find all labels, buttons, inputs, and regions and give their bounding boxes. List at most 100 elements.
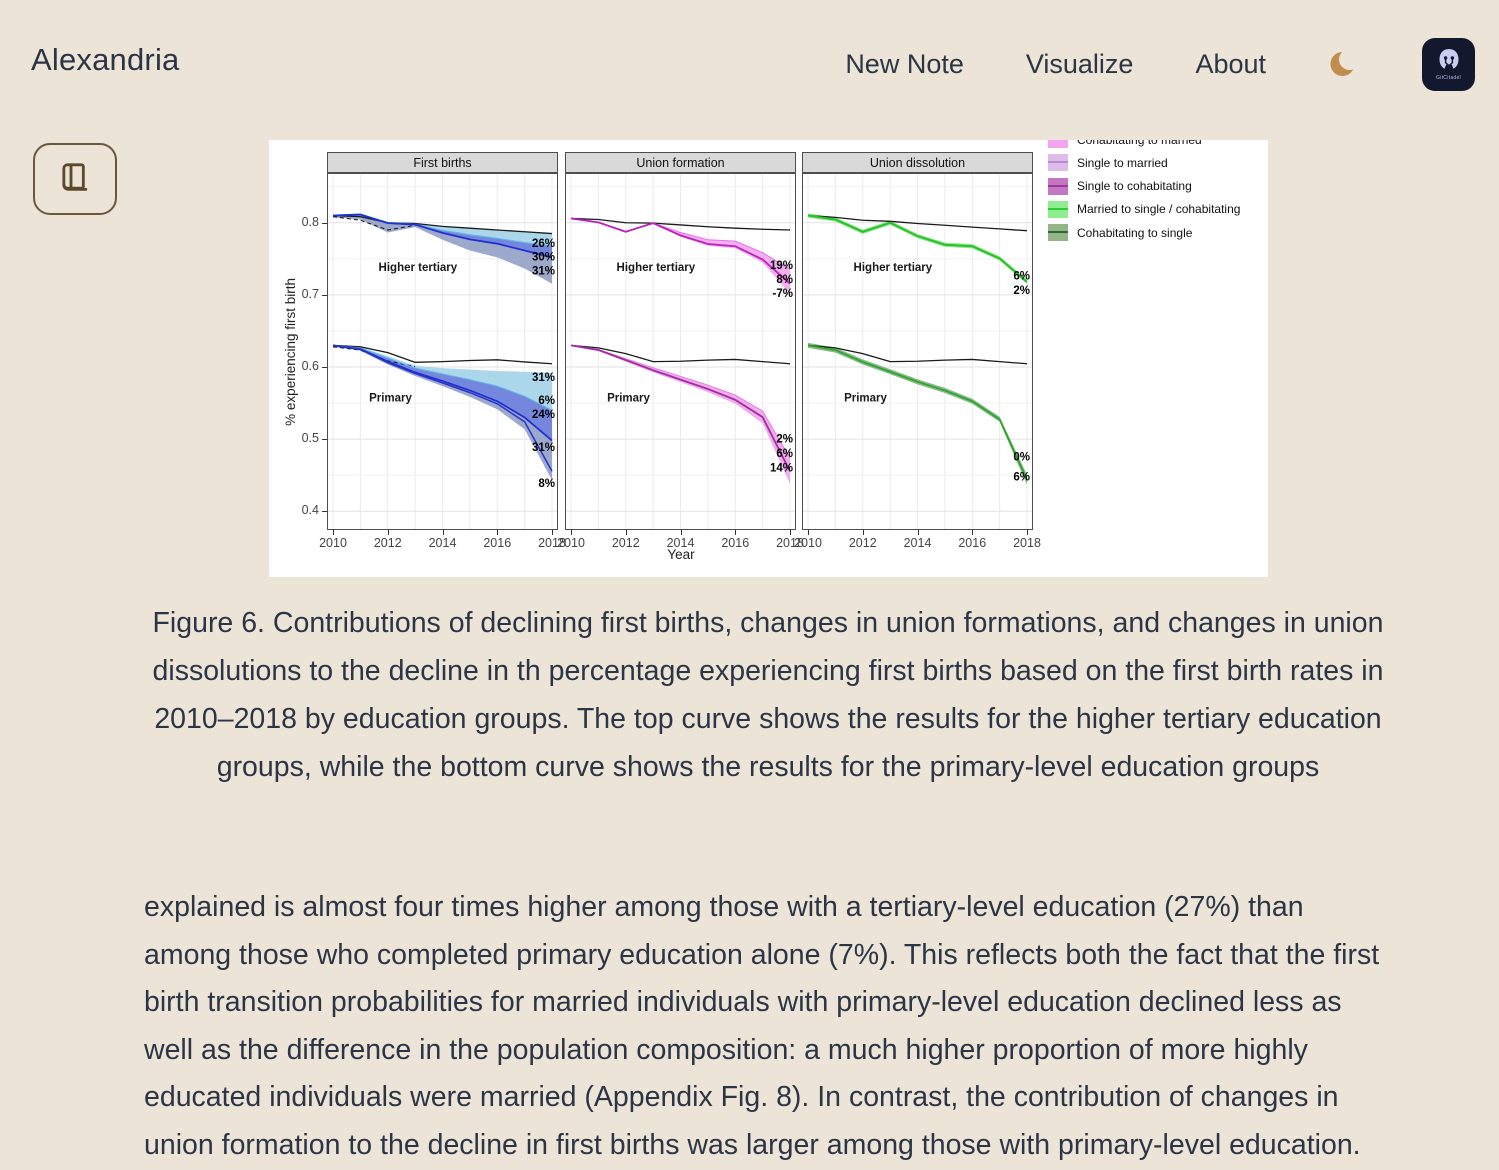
x-tick-mark xyxy=(497,530,499,535)
svg-text:19%: 19% xyxy=(770,260,793,272)
svg-text:31%: 31% xyxy=(532,266,555,278)
svg-text:Higher tertiary: Higher tertiary xyxy=(617,262,696,274)
reader-mode-button[interactable] xyxy=(33,143,117,215)
x-tick-label: 2014 xyxy=(666,536,695,550)
legend-label: Single to married xyxy=(1077,155,1168,170)
x-tick-label: 2018 xyxy=(538,536,566,550)
svg-text:6%: 6% xyxy=(1013,270,1030,282)
legend-item: Cohabitating to single xyxy=(1048,224,1193,242)
article-paragraph: explained is almost four times higher am… xyxy=(144,891,1380,1161)
panel-plot: 19% 8% -7% Higher tertiary 2% 6% 14% Primary xyxy=(565,173,796,530)
x-tick-mark xyxy=(571,530,572,535)
nav-about[interactable]: About xyxy=(1195,48,1266,79)
x-tick-mark xyxy=(552,530,553,535)
x-tick-label: 2014 xyxy=(428,536,457,550)
x-tick-mark xyxy=(972,530,974,535)
svg-text:Primary: Primary xyxy=(607,392,650,404)
x-tick-label: 2010 xyxy=(319,536,347,550)
figure-image: % experiencing first birth Year 0.4 0.5 0.… xyxy=(269,140,1268,577)
svg-text:30%: 30% xyxy=(532,252,555,264)
legend-swatch xyxy=(1048,140,1068,148)
svg-text:Higher tertiary: Higher tertiary xyxy=(854,262,933,274)
y-tick-mark xyxy=(322,511,327,513)
svg-text:Higher tertiary: Higher tertiary xyxy=(379,262,458,274)
svg-text:0%: 0% xyxy=(1013,451,1030,463)
y-tick-label: 0.7 xyxy=(301,286,319,301)
x-tick-mark xyxy=(442,530,444,535)
y-tick-mark xyxy=(322,367,327,368)
x-tick-mark xyxy=(387,530,389,535)
x-tick-label: 2014 xyxy=(903,536,932,550)
panel-title: Union formation xyxy=(565,152,796,173)
x-tick-label: 2012 xyxy=(848,536,877,550)
svg-text:-7%: -7% xyxy=(773,288,793,300)
figure-caption: Figure 6. Contributions of declining fir… xyxy=(152,607,1384,783)
panel-plot: 6% 2% Higher tertiary 0% 6% Primary xyxy=(802,173,1033,530)
svg-text:6%: 6% xyxy=(776,448,793,460)
svg-text:8%: 8% xyxy=(538,478,555,490)
svg-text:31%: 31% xyxy=(532,372,555,384)
x-tick-mark xyxy=(333,530,334,535)
x-tick-label: 2010 xyxy=(557,536,585,550)
svg-text:8%: 8% xyxy=(776,274,793,286)
main-nav: New Note Visualize About GitCitadel xyxy=(845,36,1475,92)
svg-text:6%: 6% xyxy=(1013,471,1030,483)
x-tick-label: 2012 xyxy=(373,536,402,550)
legend-swatch xyxy=(1048,177,1068,195)
svg-text:26%: 26% xyxy=(532,238,555,250)
helmet-icon xyxy=(1439,48,1458,69)
svg-text:2%: 2% xyxy=(776,433,793,445)
legend-item: Cohabitating to married xyxy=(1048,140,1202,148)
svg-text:Primary: Primary xyxy=(844,392,887,404)
gitcitadel-logo[interactable]: GitCitadel xyxy=(1422,37,1475,91)
x-tick-mark xyxy=(1027,530,1028,535)
y-tick-mark xyxy=(322,294,327,296)
svg-text:31%: 31% xyxy=(532,442,555,454)
y-tick-label: 0.6 xyxy=(301,359,319,373)
x-tick-mark xyxy=(680,530,682,535)
app-title: Alexandria xyxy=(31,42,180,77)
theme-toggle-button[interactable] xyxy=(1328,48,1360,80)
svg-text:6%: 6% xyxy=(538,395,555,407)
legend-swatch xyxy=(1048,224,1068,242)
svg-text:2%: 2% xyxy=(1013,285,1030,297)
legend-label: Cohabitating to married xyxy=(1077,140,1202,147)
panel-title: First births xyxy=(327,152,558,173)
legend-item: Single to married xyxy=(1048,154,1168,172)
x-tick-mark xyxy=(808,530,809,535)
x-tick-label: 2012 xyxy=(611,536,640,550)
legend-swatch xyxy=(1048,154,1068,172)
x-tick-label: 2016 xyxy=(721,536,750,550)
gitcitadel-logo-label: GitCitadel xyxy=(1436,74,1461,81)
x-tick-mark xyxy=(917,530,919,535)
legend-item: Single to cohabitating xyxy=(1048,177,1192,195)
svg-text:14%: 14% xyxy=(770,462,793,474)
x-tick-label: 2016 xyxy=(483,536,512,550)
y-tick-label: 0.5 xyxy=(301,431,319,446)
legend-label: Married to single / cohabitating xyxy=(1077,202,1241,217)
x-tick-mark xyxy=(790,530,791,535)
x-tick-mark xyxy=(625,530,627,535)
y-tick-mark xyxy=(322,222,327,224)
x-tick-label: 2018 xyxy=(776,536,804,550)
x-tick-mark xyxy=(862,530,864,535)
legend-swatch xyxy=(1048,200,1068,218)
x-axis-label: Year xyxy=(667,547,695,562)
nav-new-note[interactable]: New Note xyxy=(845,48,964,79)
legend-label: Cohabitating to single xyxy=(1077,225,1193,240)
legend-label: Single to cohabitating xyxy=(1077,179,1192,194)
svg-text:Primary: Primary xyxy=(369,392,412,404)
book-icon xyxy=(62,163,88,191)
y-tick-label: 0.8 xyxy=(301,214,319,229)
x-tick-label: 2018 xyxy=(1013,536,1041,550)
y-tick-mark xyxy=(322,439,327,441)
svg-text:24%: 24% xyxy=(532,409,555,421)
x-tick-label: 2010 xyxy=(794,536,822,550)
panel-plot: 26% 30% 31% Higher tertiary 31% 6% 24% 31% 8% Pri… xyxy=(327,173,558,530)
x-tick-mark xyxy=(735,530,737,535)
panel-title: Union dissolution xyxy=(802,152,1033,173)
legend-item: Married to single / cohabitating xyxy=(1048,200,1241,218)
x-tick-label: 2016 xyxy=(958,536,987,550)
y-tick-label: 0.4 xyxy=(301,503,319,518)
nav-visualize[interactable]: Visualize xyxy=(1025,48,1134,79)
